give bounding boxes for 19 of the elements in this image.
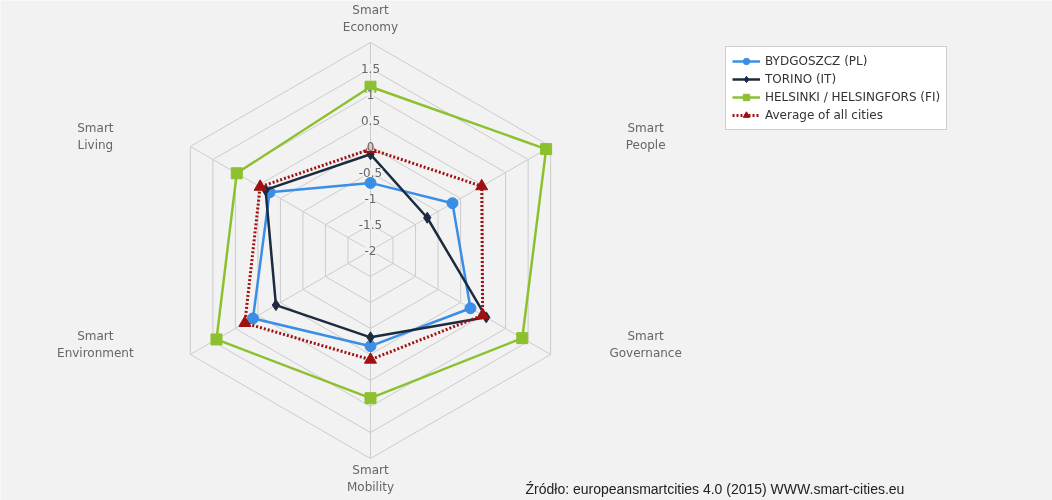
spoke-label: Smart Environment (57, 329, 134, 360)
y-tick-label: -2 (364, 244, 377, 258)
y-tick-label: 1 (366, 88, 375, 102)
spoke-label: Smart Economy (342, 3, 399, 34)
legend-label: Average of all cities (765, 107, 883, 123)
spoke-label: Smart Living (77, 121, 114, 152)
legend-label: TORINO (IT) (765, 71, 837, 87)
text: Źródło: europeansmartcities 4.0 (2015) WWW.smart-cities.eu (525, 480, 905, 497)
spoke-label: Smart People (625, 121, 666, 152)
legend-label: BYDGOSZCZ (PL) (765, 53, 868, 69)
spoke-label: Smart Governance (609, 329, 682, 360)
spoke-label: Smart Mobility (346, 463, 395, 494)
y-tick-label: 0 (366, 140, 375, 154)
y-tick-label: 1.5 (360, 62, 381, 76)
y-tick-label: -0.5 (358, 166, 383, 180)
legend-label: HELSINKI / HELSINGFORS (FI) (765, 89, 941, 105)
y-tick-label: -1 (364, 192, 377, 206)
y-tick-label: -1.5 (358, 218, 383, 232)
y-tick-label: 0.5 (360, 114, 381, 128)
